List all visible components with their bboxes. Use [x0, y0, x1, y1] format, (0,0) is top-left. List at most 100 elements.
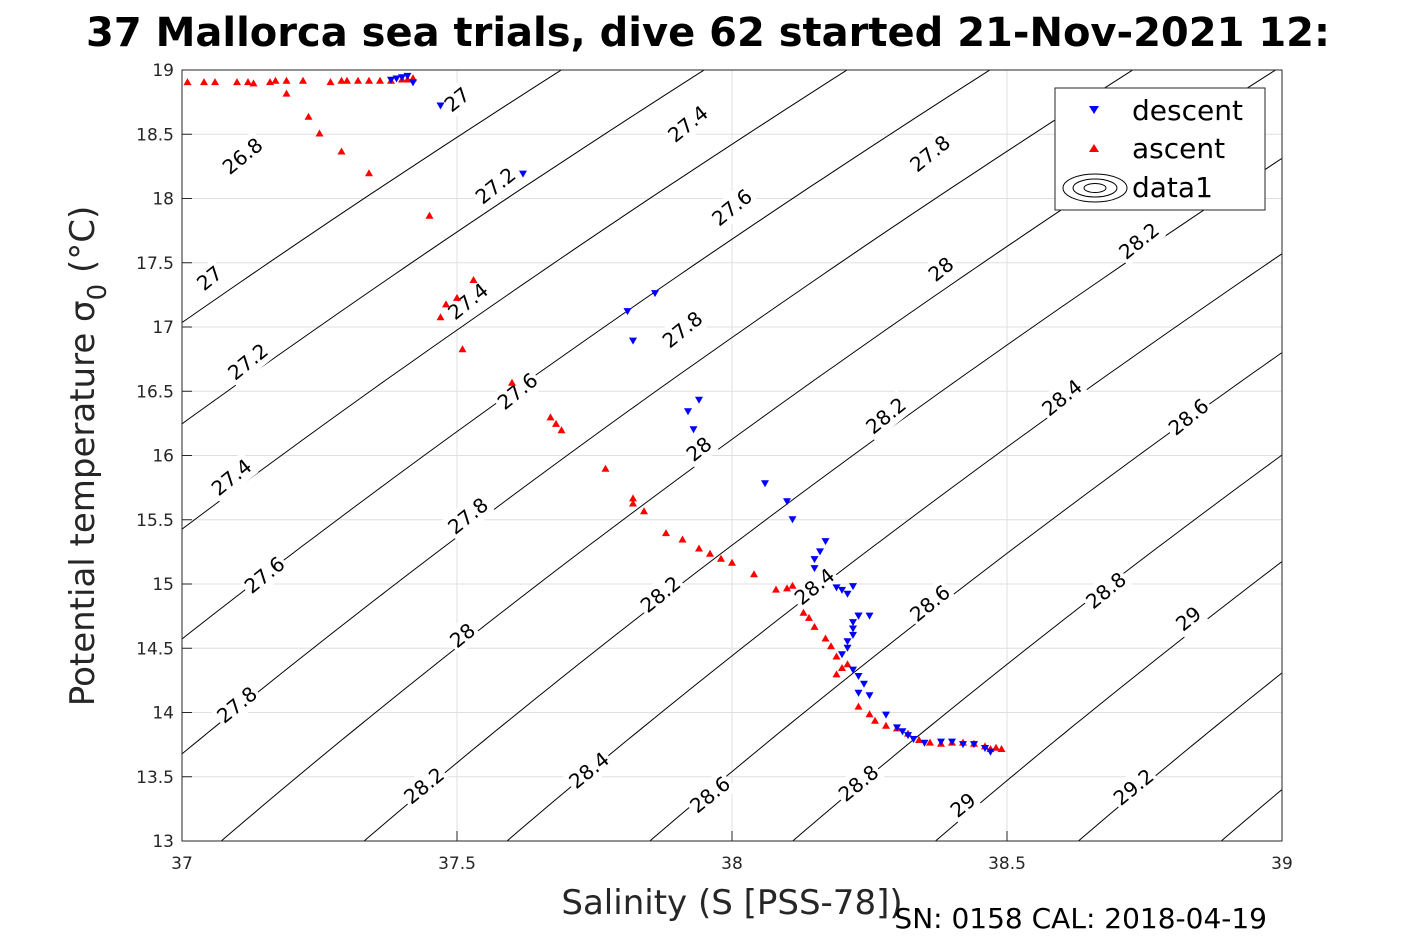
ascent-marker: [508, 378, 516, 386]
contour-label-background: [831, 757, 886, 809]
serial-calibration-footer: SN: 0158 CAL: 2018-04-19: [894, 902, 1267, 935]
y-tick-label: 17: [152, 318, 174, 338]
descent-marker: [695, 396, 703, 404]
contour-label-background: [442, 616, 483, 655]
descent-marker: [810, 556, 819, 564]
descent-marker: [761, 480, 769, 488]
series-descent: [387, 72, 995, 756]
ascent-marker: [915, 736, 923, 743]
contour-labels: 26.8272727.227.227.427.427.427.627.627.6…: [189, 80, 1216, 825]
contour-label-background: [858, 390, 914, 442]
y-tick-label: 18.5: [136, 125, 174, 145]
descent-marker: [843, 638, 852, 646]
ascent-marker: [662, 529, 670, 537]
descent-marker: [937, 738, 945, 746]
ascent-marker: [827, 642, 835, 650]
contour-label-background: [204, 451, 259, 503]
ascent-marker: [706, 549, 714, 557]
contour-label-background: [787, 561, 842, 612]
isopycnal-line: [649, 351, 1282, 841]
y-tick-label: 17.5: [136, 254, 174, 274]
ascent-marker: [728, 558, 736, 566]
ascent-marker: [326, 78, 335, 86]
descent-marker: [849, 583, 857, 591]
descent-marker: [843, 590, 852, 598]
legend[interactable]: descent ascent data1: [1054, 87, 1266, 211]
ascent-marker: [783, 584, 791, 592]
descent-marker: [854, 673, 863, 680]
ascent-marker: [926, 738, 934, 746]
descent-marker: [854, 612, 863, 620]
ascent-marker: [337, 147, 346, 155]
x-axis-ticks: 37 37.5 38 38.5 39: [171, 831, 1293, 874]
contour-label-background: [490, 365, 545, 417]
ascent-marker: [365, 169, 373, 177]
x-tick-label: 37: [171, 854, 193, 874]
ascent-marker: [458, 345, 467, 353]
legend-data1-label: data1: [1132, 171, 1213, 204]
legend-entry-descent[interactable]: descent: [1089, 94, 1243, 127]
ascent-marker: [717, 554, 725, 562]
ascent-marker: [772, 585, 780, 593]
descent-marker: [651, 290, 659, 298]
legend-descent-marker: [1089, 106, 1099, 114]
contour-label-background: [215, 130, 270, 182]
descent-marker: [865, 692, 874, 700]
contour-label-background: [209, 679, 265, 731]
descent-marker: [865, 612, 874, 620]
descent-marker: [854, 689, 863, 697]
descent-marker: [623, 308, 632, 316]
isopycnal-line: [506, 253, 1282, 841]
contour-label-background: [440, 275, 496, 327]
descent-marker: [689, 426, 698, 434]
contour-label-background: [468, 160, 523, 212]
descent-marker: [849, 631, 857, 639]
ascent-marker: [343, 76, 351, 84]
descent-marker: [970, 741, 978, 749]
ascent-marker: [832, 652, 841, 660]
ascent-marker: [365, 76, 373, 84]
ascent-marker: [821, 634, 830, 642]
x-axis-label: Salinity (S [PSS-78]): [561, 883, 902, 923]
contour-label-background: [1034, 372, 1090, 424]
descent-marker: [986, 748, 995, 756]
ascent-marker: [183, 78, 192, 86]
ascent-marker: [788, 581, 797, 589]
ascent-marker: [997, 745, 1006, 752]
ascent-marker: [552, 419, 560, 427]
contour-label-background: [921, 249, 961, 289]
descent-marker: [849, 619, 857, 627]
ascent-marker: [200, 78, 208, 86]
ascent-marker: [436, 313, 445, 321]
y-tick-label: 15: [152, 575, 174, 595]
x-tick-label: 39: [1271, 854, 1293, 874]
isopycnal-line: [182, 70, 1134, 755]
ascent-marker: [376, 76, 384, 84]
ascent-marker: [810, 622, 819, 630]
descent-marker: [898, 728, 907, 736]
isopycnal-line: [363, 157, 1282, 841]
descent-marker: [821, 538, 830, 546]
contour-label-background: [633, 568, 688, 620]
ascent-marker: [299, 76, 307, 84]
legend-entry-data1[interactable]: data1: [1062, 171, 1213, 204]
contour-label-background: [902, 128, 958, 179]
contour-label-background: [437, 80, 477, 119]
isopycnal-line: [1077, 672, 1282, 841]
ascent-marker: [640, 507, 648, 515]
descent-marker: [684, 408, 692, 416]
ascent-marker: [799, 608, 808, 616]
descent-marker: [436, 102, 445, 110]
y-tick-label: 19: [152, 61, 174, 81]
descent-marker: [920, 739, 929, 747]
contour-icon: [1062, 173, 1128, 203]
legend-entry-ascent[interactable]: ascent: [1089, 132, 1225, 165]
ascent-marker: [882, 721, 890, 729]
y-tick-label: 16: [152, 447, 174, 467]
y-axis-label-main: Potential temperature σ: [63, 300, 103, 706]
y-axis-ticks: 13 13.5 14 14.5 15 15.5 16 16.5 17 17.5 18 18.5 19: [136, 61, 192, 852]
data-series: [183, 72, 1006, 756]
descent-marker: [387, 76, 395, 84]
ascent-marker: [453, 293, 461, 301]
